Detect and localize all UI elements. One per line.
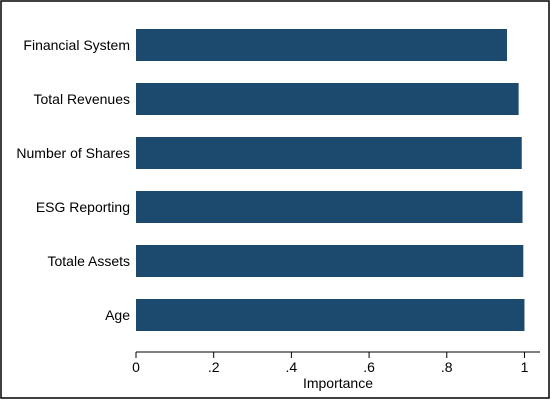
bar-financial-system [136,29,507,61]
category-label: Totale Assets [48,253,131,269]
x-ticks: 0 .2 .4 .6 .8 1 [132,352,529,375]
category-label: Age [105,307,130,323]
x-tick-label: 0 [132,359,140,375]
bars-group [136,29,525,331]
category-label: Number of Shares [16,145,130,161]
x-axis-label: Importance [303,375,373,391]
bar-number-of-shares [136,137,522,169]
x-tick-label: .2 [208,359,220,375]
category-label: Total Revenues [33,91,130,107]
bar-age [136,299,525,331]
x-tick-label: .4 [286,359,298,375]
x-tick-label: .8 [441,359,453,375]
category-label: Financial System [23,37,130,53]
bar-totale-assets [136,245,524,277]
x-tick-label: .6 [363,359,375,375]
bar-total-revenues [136,83,519,115]
category-labels: Financial System Total Revenues Number of … [16,37,130,323]
x-tick-label: 1 [521,359,529,375]
category-label: ESG Reporting [36,199,130,215]
bar-esg-reporting [136,191,523,223]
